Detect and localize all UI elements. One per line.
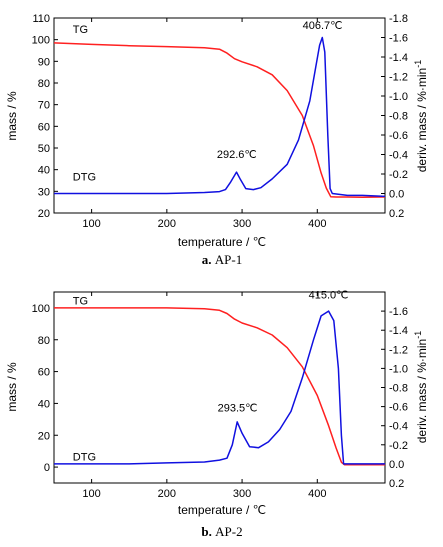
y-left-tick-label: 40 bbox=[38, 398, 50, 410]
y-left-tick-label: 60 bbox=[38, 121, 50, 133]
y-right-tick-label: -0.2 bbox=[389, 169, 408, 181]
x-tick-label: 100 bbox=[82, 218, 100, 230]
series-line-dtg bbox=[54, 36, 385, 198]
y-right-tick-label: -0.8 bbox=[389, 111, 408, 123]
plot-frame bbox=[53, 17, 386, 214]
y-left-tick-label: 50 bbox=[38, 143, 50, 155]
series-annotation: DTG bbox=[73, 172, 96, 184]
x-tick-label: 400 bbox=[308, 488, 326, 500]
y-right-axis-label-text: deriv. mass / %·min bbox=[415, 68, 429, 172]
plot-frame bbox=[53, 291, 386, 484]
series-line-tg bbox=[54, 42, 385, 198]
y-left-tick-label: 110 bbox=[32, 13, 50, 25]
series-annotation: TG bbox=[73, 296, 88, 308]
x-axis-label: temperature / ℃ bbox=[178, 503, 266, 517]
chart-panel-2: 100 200 300 400 0 20 40 60 80 100 0.2 0.0 -0.2 -0.4 -0… bbox=[5, 289, 429, 539]
panel-title: AP-1 bbox=[215, 252, 242, 267]
series-annotation: TG bbox=[73, 24, 88, 36]
peak-annotation: 293.5℃ bbox=[218, 402, 258, 414]
y-left-tick-label: 90 bbox=[38, 56, 50, 68]
x-tick-label: 200 bbox=[158, 488, 176, 500]
peak-annotation: 292.6℃ bbox=[217, 149, 257, 161]
y-left-tick-label: 100 bbox=[32, 303, 50, 315]
y-right-axis-label-superscript: -1 bbox=[413, 331, 423, 339]
x-tick-label: 100 bbox=[82, 488, 100, 500]
series-line-dtg bbox=[54, 310, 385, 465]
y-right-tick-label: 0.0 bbox=[389, 189, 404, 201]
y-left-tick-label: 20 bbox=[38, 430, 50, 442]
y-right-tick-label: -1.8 bbox=[389, 13, 408, 25]
y-right-tick-label: 0.0 bbox=[389, 459, 404, 471]
y-right-tick-label: -1.6 bbox=[389, 33, 408, 45]
series-annotation: DTG bbox=[73, 452, 96, 464]
y-left-tick-label: 20 bbox=[38, 208, 50, 220]
x-tick-label: 300 bbox=[233, 488, 251, 500]
y-right-tick-label: -1.4 bbox=[389, 325, 408, 337]
panel-letter: b. bbox=[201, 524, 215, 539]
y-right-axis-label: deriv. mass / %·min-1 bbox=[413, 331, 429, 443]
y-right-axis-label-text: deriv. mass / %·min bbox=[415, 339, 429, 443]
x-tick-label: 300 bbox=[233, 218, 251, 230]
y-right-tick-label: 0.2 bbox=[389, 478, 404, 490]
x-axis-label: temperature / ℃ bbox=[178, 235, 266, 249]
x-tick-label: 200 bbox=[158, 218, 176, 230]
y-right-tick-label: -0.4 bbox=[389, 150, 408, 162]
y-right-tick-label: -0.6 bbox=[389, 402, 408, 414]
series-line-tg bbox=[54, 307, 385, 466]
y-right-axis-label-superscript: -1 bbox=[413, 60, 423, 68]
panel-caption: a. AP-1 bbox=[202, 252, 242, 267]
panel-caption: b. AP-2 bbox=[201, 524, 242, 539]
y-left-axis-label: mass / % bbox=[5, 362, 19, 412]
peak-annotation: 406.7℃ bbox=[303, 20, 343, 32]
panel-title: AP-2 bbox=[215, 524, 242, 539]
y-left-tick-label: 80 bbox=[38, 335, 50, 347]
peak-annotation: 415.0℃ bbox=[309, 289, 349, 301]
y-right-axis-label: deriv. mass / %·min-1 bbox=[413, 60, 429, 172]
y-right-tick-label: -0.4 bbox=[389, 421, 408, 433]
y-right-tick-label: -0.8 bbox=[389, 383, 408, 395]
y-right-tick-label: -1.0 bbox=[389, 91, 408, 103]
y-right-tick-label: -1.2 bbox=[389, 344, 408, 356]
x-tick-label: 400 bbox=[308, 218, 326, 230]
chart-panel-1: 100 200 300 400 20 30 40 50 60 70 80 90 100 110 0.2 0.0… bbox=[5, 13, 429, 267]
y-right-tick-label: -1.4 bbox=[389, 52, 408, 64]
y-right-tick-label: -0.2 bbox=[389, 440, 408, 452]
y-right-tick-label: -1.0 bbox=[389, 363, 408, 375]
y-left-tick-label: 60 bbox=[38, 367, 50, 379]
y-left-tick-label: 40 bbox=[38, 165, 50, 177]
y-left-tick-label: 0 bbox=[44, 462, 50, 474]
y-left-axis-label: mass / % bbox=[5, 91, 19, 141]
y-left-tick-label: 80 bbox=[38, 78, 50, 90]
y-right-tick-label: 0.2 bbox=[389, 208, 404, 220]
panel-letter: a. bbox=[202, 252, 215, 267]
y-right-tick-label: -1.2 bbox=[389, 72, 408, 84]
y-right-tick-label: -1.6 bbox=[389, 306, 408, 318]
y-left-tick-label: 30 bbox=[38, 186, 50, 198]
y-left-tick-label: 70 bbox=[38, 100, 50, 112]
y-right-tick-label: -0.6 bbox=[389, 130, 408, 142]
y-left-tick-label: 100 bbox=[32, 35, 50, 47]
